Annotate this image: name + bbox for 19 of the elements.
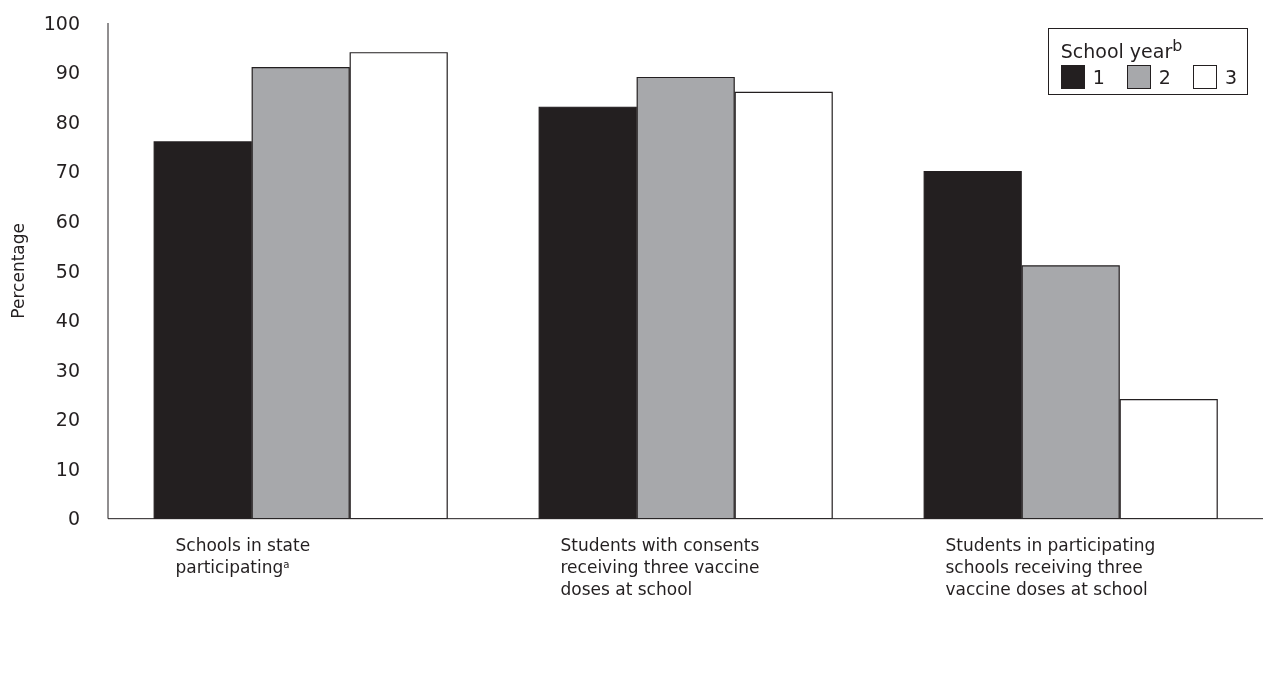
y-tick-label: 40 [55,309,80,332]
legend-title: School year$^{b}$ [1060,36,1183,63]
y-tick-label: 100 [43,11,80,34]
y-axis-title: Percentage [8,223,29,319]
legend-label: 2 [1158,65,1171,91]
y-tick-label: 30 [55,358,80,381]
y-tick-label: 50 [55,259,80,282]
y-tick-label: 20 [55,408,80,431]
y-tick-label: 0 [67,507,80,530]
y-tick-label: 90 [55,61,80,84]
legend-label: 1 [1092,65,1105,91]
legend-label: 3 [1224,65,1237,91]
y-tick-label: 60 [55,210,80,233]
y-tick-label: 10 [55,457,80,480]
x-tick-label: Students in participating schools receiving three vaccine doses at school [945,534,1156,599]
x-tick-label: Students with consents receiving three vaccine doses at school [560,534,760,599]
y-tick-label: 80 [55,110,80,133]
x-tick-label: Schools in state participating$^{a}$ [175,534,311,577]
y-tick-label: 70 [55,160,80,183]
